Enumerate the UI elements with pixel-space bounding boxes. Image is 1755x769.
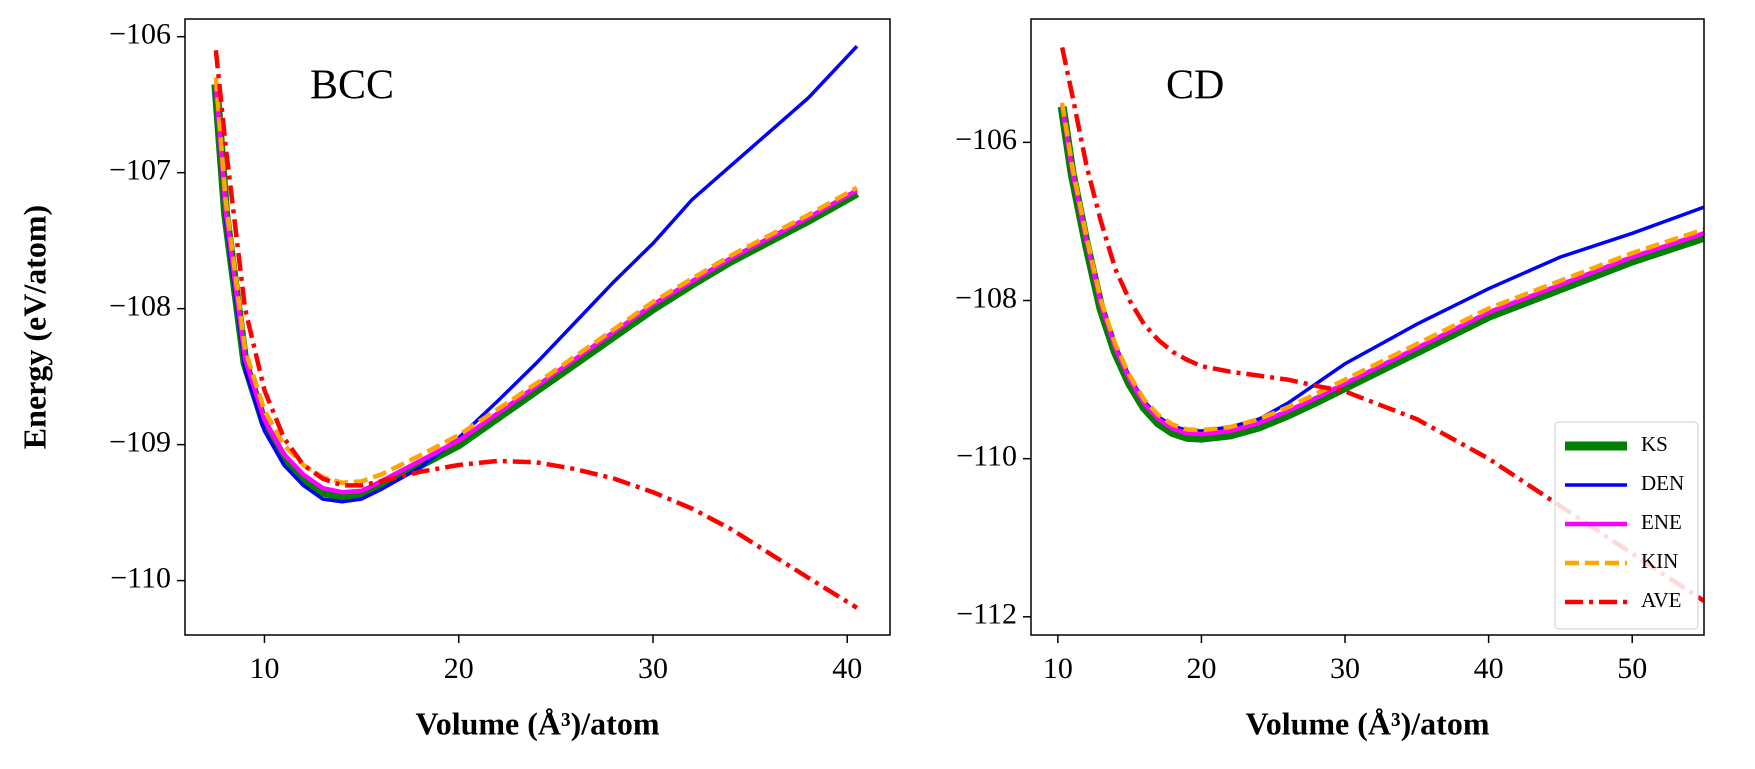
x-axis-label: Volume (Å³)/atom	[1246, 705, 1490, 741]
series-line	[213, 50, 859, 610]
series-line	[1057, 106, 1704, 443]
x-axis-label: Volume (Å³)/atom	[416, 705, 660, 741]
x-tick-label: 40	[1474, 652, 1504, 685]
annotation: CD	[1166, 63, 1224, 109]
series-line	[1059, 47, 1704, 603]
y-tick-label: −106	[109, 18, 171, 51]
x-tick-label: 30	[1330, 652, 1360, 685]
y-tick-label: −106	[955, 123, 1017, 156]
series-line	[213, 84, 859, 495]
series-line	[213, 77, 859, 485]
x-tick-label: 10	[249, 652, 279, 685]
plot-frame	[184, 18, 891, 636]
x-tick-label: 10	[1043, 652, 1073, 685]
y-tick-label: −112	[956, 598, 1017, 631]
y-tick-label: −108	[955, 281, 1017, 314]
series-line	[1059, 102, 1704, 433]
legend-label: KS	[1641, 432, 1668, 456]
series-line	[211, 83, 860, 501]
legend: KS DEN ENE KIN AVE	[1554, 421, 1699, 630]
legend-label: AVE	[1641, 588, 1681, 612]
x-tick-label: 30	[638, 652, 668, 685]
y-tick-label: −110	[956, 440, 1017, 473]
x-tick-label: 50	[1617, 652, 1647, 685]
legend-label: DEN	[1641, 471, 1684, 495]
legend-label: KIN	[1641, 549, 1678, 573]
x-tick-label: 20	[1186, 652, 1216, 685]
y-tick-label: −108	[109, 290, 171, 323]
y-tick-label: −110	[110, 561, 171, 594]
series-line	[214, 45, 859, 504]
legend-label: ENE	[1641, 510, 1682, 534]
plot-frame	[1030, 18, 1705, 636]
annotation: BCC	[310, 63, 394, 109]
x-tick-label: 20	[444, 652, 474, 685]
y-tick-label: −107	[109, 154, 171, 187]
y-axis-label: Energy (eV/atom)	[16, 205, 52, 449]
y-tick-label: −109	[109, 426, 171, 459]
x-tick-label: 40	[832, 652, 862, 685]
